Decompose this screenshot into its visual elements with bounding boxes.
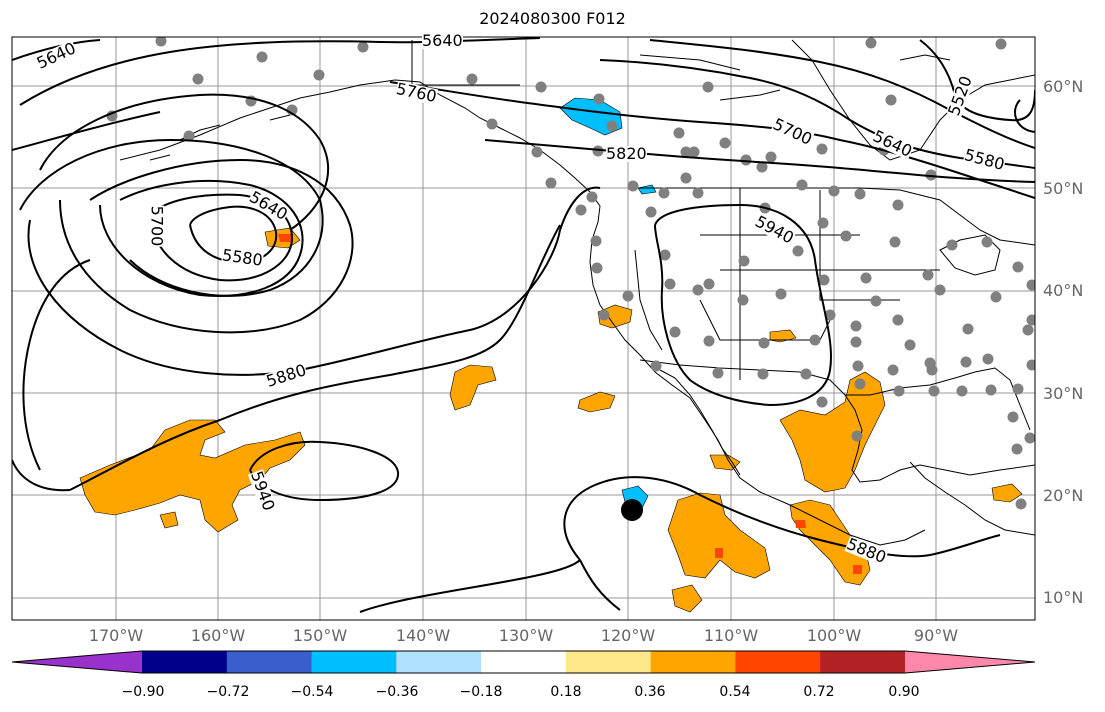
lat-label-20n: 20°N: [1043, 486, 1084, 505]
lat-label-60n: 60°N: [1043, 77, 1084, 96]
lat-label-10n: 10°N: [1043, 588, 1084, 607]
colorbar-tick-1: −0.90: [121, 684, 165, 700]
colorbar-tick-9: 0.72: [803, 684, 835, 700]
colorbar-tick-2: −0.72: [206, 684, 250, 700]
lat-label-40n: 40°N: [1043, 281, 1084, 300]
lon-label-170w: 170°W: [88, 626, 144, 645]
lon-label-120w: 120°W: [600, 626, 656, 645]
map-title: 2024080300 F012: [479, 9, 626, 28]
colorbar-tick-4: −0.36: [375, 684, 419, 700]
lat-label-50n: 50°N: [1043, 179, 1084, 198]
colorbar-tick-3: −0.54: [290, 684, 334, 700]
colorbar-tick-10: 0.90: [888, 684, 920, 700]
station-markers: [106, 37, 1035, 510]
colorbar-tick-6: 0.18: [550, 684, 582, 700]
lon-label-160w: 160°W: [190, 626, 246, 645]
cyclone-marker: [621, 499, 643, 521]
lat-label-30n: 30°N: [1043, 384, 1084, 403]
contour-label-5700-b: 5700: [147, 205, 167, 247]
lon-label-130w: 130°W: [498, 626, 554, 645]
lon-label-150w: 150°W: [292, 626, 348, 645]
contour-label-5640-b: 5640: [422, 31, 463, 50]
contour-label-5820: 5820: [606, 144, 647, 163]
lon-label-110w: 110°W: [703, 626, 759, 645]
colorbar-tick-8: 0.54: [719, 684, 751, 700]
lon-label-100w: 100°W: [806, 626, 862, 645]
lon-label-140w: 140°W: [395, 626, 451, 645]
colorbar-tick-7: 0.36: [634, 684, 666, 700]
colorbar-tick-5: −0.18: [459, 684, 503, 700]
lon-label-90w: 90°W: [913, 626, 959, 645]
